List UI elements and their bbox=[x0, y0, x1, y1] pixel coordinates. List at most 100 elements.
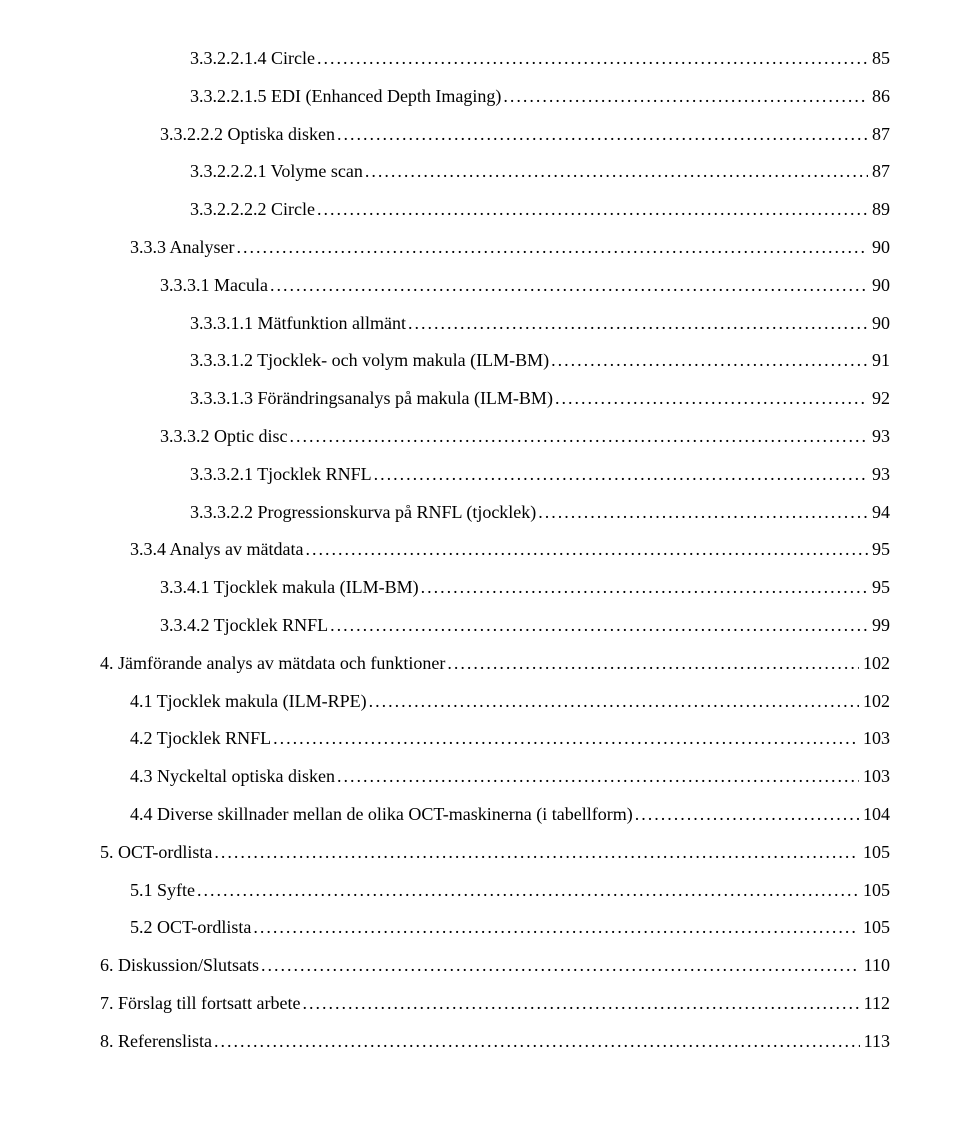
toc-label: 3.3.2.2.1.5 EDI (Enhanced Depth Imaging) bbox=[190, 78, 501, 116]
toc-label: 3.3.3.1.1 Mätfunktion allmänt bbox=[190, 305, 406, 343]
toc-label: 3.3.3.2.2 Progressionskurva på RNFL (tjo… bbox=[190, 494, 536, 532]
toc-label: 4.4 Diverse skillnader mellan de olika O… bbox=[130, 796, 633, 834]
toc-row: 3.3.3.2 Optic disc93 bbox=[100, 418, 890, 456]
toc-label: 3.3.3.1.3 Förändringsanalys på makula (I… bbox=[190, 380, 553, 418]
toc-page-number: 89 bbox=[868, 191, 890, 229]
toc-row: 3.3.2.2.2.2 Circle 89 bbox=[100, 191, 890, 229]
toc-label: 3.3.2.2.2 Optiska disken bbox=[160, 116, 335, 154]
toc-row: 3.3.2.2.2.1 Volyme scan87 bbox=[100, 153, 890, 191]
toc-label: 4.1 Tjocklek makula (ILM-RPE) bbox=[130, 683, 367, 721]
toc-leader bbox=[315, 191, 868, 229]
toc-row: 3.3.3.2.2 Progressionskurva på RNFL (tjo… bbox=[100, 494, 890, 532]
toc-leader bbox=[372, 456, 868, 494]
toc-page-number: 93 bbox=[868, 456, 890, 494]
toc-row: 5.2 OCT-ordlista 105 bbox=[100, 909, 890, 947]
toc-leader bbox=[553, 380, 868, 418]
toc-leader bbox=[268, 267, 868, 305]
toc-label: 3.3.3 Analyser bbox=[130, 229, 234, 267]
toc-row: 3.3.3.1.3 Förändringsanalys på makula (I… bbox=[100, 380, 890, 418]
toc-leader bbox=[419, 569, 868, 607]
toc-row: 3.3.2.2.1.4 Circle85 bbox=[100, 40, 890, 78]
toc-page-number: 99 bbox=[868, 607, 890, 645]
toc-row: 5. OCT-ordlista 105 bbox=[100, 834, 890, 872]
toc-page-number: 87 bbox=[868, 116, 890, 154]
toc-leader bbox=[501, 78, 868, 116]
toc-row: 3.3.3.1.1 Mätfunktion allmänt90 bbox=[100, 305, 890, 343]
toc-row: 4.3 Nyckeltal optiska disken 103 bbox=[100, 758, 890, 796]
toc-label: 3.3.2.2.2.2 Circle bbox=[190, 191, 315, 229]
toc-label: 6. Diskussion/Slutsats bbox=[100, 947, 259, 985]
toc-page-number: 113 bbox=[860, 1023, 890, 1061]
toc-row: 5.1 Syfte 105 bbox=[100, 872, 890, 910]
toc-row: 3.3.2.2.2 Optiska disken 87 bbox=[100, 116, 890, 154]
toc-label: 3.3.3.2 Optic disc bbox=[160, 418, 288, 456]
table-of-contents: 3.3.2.2.1.4 Circle853.3.2.2.1.5 EDI (Enh… bbox=[100, 40, 890, 1061]
toc-leader bbox=[288, 418, 869, 456]
toc-page-number: 87 bbox=[868, 153, 890, 191]
toc-row: 4.1 Tjocklek makula (ILM-RPE) 102 bbox=[100, 683, 890, 721]
toc-row: 4.4 Diverse skillnader mellan de olika O… bbox=[100, 796, 890, 834]
toc-leader bbox=[212, 1023, 860, 1061]
toc-row: 4.2 Tjocklek RNFL 103 bbox=[100, 720, 890, 758]
toc-leader bbox=[315, 40, 868, 78]
toc-row: 3.3.4 Analys av mätdata95 bbox=[100, 531, 890, 569]
toc-row: 3.3.4.1 Tjocklek makula (ILM-BM) 95 bbox=[100, 569, 890, 607]
toc-page-number: 104 bbox=[859, 796, 890, 834]
toc-page-number: 90 bbox=[868, 267, 890, 305]
toc-leader bbox=[406, 305, 868, 343]
toc-leader bbox=[536, 494, 868, 532]
toc-row: 3.3.3 Analyser90 bbox=[100, 229, 890, 267]
toc-page-number: 95 bbox=[868, 531, 890, 569]
toc-label: 5.1 Syfte bbox=[130, 872, 195, 910]
toc-row: 3.3.4.2 Tjocklek RNFL 99 bbox=[100, 607, 890, 645]
toc-page-number: 102 bbox=[859, 645, 890, 683]
toc-leader bbox=[251, 909, 859, 947]
toc-row: 6. Diskussion/Slutsats 110 bbox=[100, 947, 890, 985]
toc-leader bbox=[212, 834, 859, 872]
toc-label: 4.3 Nyckeltal optiska disken bbox=[130, 758, 335, 796]
toc-leader bbox=[445, 645, 859, 683]
toc-page-number: 94 bbox=[868, 494, 890, 532]
toc-leader bbox=[335, 758, 859, 796]
toc-label: 3.3.4.2 Tjocklek RNFL bbox=[160, 607, 328, 645]
toc-label: 3.3.3.1 Macula bbox=[160, 267, 268, 305]
toc-row: 7. Förslag till fortsatt arbete 112 bbox=[100, 985, 890, 1023]
toc-leader bbox=[303, 531, 868, 569]
toc-leader bbox=[335, 116, 868, 154]
toc-page-number: 103 bbox=[859, 758, 890, 796]
toc-row: 3.3.2.2.1.5 EDI (Enhanced Depth Imaging)… bbox=[100, 78, 890, 116]
toc-row: 3.3.3.1.2 Tjocklek- och volym makula (IL… bbox=[100, 342, 890, 380]
toc-leader bbox=[300, 985, 859, 1023]
toc-leader bbox=[549, 342, 868, 380]
toc-page-number: 103 bbox=[859, 720, 890, 758]
toc-label: 3.3.4.1 Tjocklek makula (ILM-BM) bbox=[160, 569, 419, 607]
toc-row: 4. Jämförande analys av mätdata och funk… bbox=[100, 645, 890, 683]
toc-leader bbox=[633, 796, 859, 834]
toc-leader bbox=[259, 947, 860, 985]
toc-page-number: 86 bbox=[868, 78, 890, 116]
toc-label: 5. OCT-ordlista bbox=[100, 834, 212, 872]
toc-page-number: 105 bbox=[859, 872, 890, 910]
toc-row: 3.3.3.1 Macula 90 bbox=[100, 267, 890, 305]
toc-page-number: 91 bbox=[868, 342, 890, 380]
toc-page-number: 92 bbox=[868, 380, 890, 418]
toc-page-number: 105 bbox=[859, 834, 890, 872]
toc-label: 4.2 Tjocklek RNFL bbox=[130, 720, 271, 758]
toc-page-number: 105 bbox=[859, 909, 890, 947]
toc-leader bbox=[328, 607, 868, 645]
toc-page-number: 85 bbox=[868, 40, 890, 78]
toc-page-number: 95 bbox=[868, 569, 890, 607]
toc-label: 3.3.3.1.2 Tjocklek- och volym makula (IL… bbox=[190, 342, 549, 380]
toc-label: 8. Referenslista bbox=[100, 1023, 212, 1061]
toc-page-number: 102 bbox=[859, 683, 890, 721]
toc-row: 3.3.3.2.1 Tjocklek RNFL93 bbox=[100, 456, 890, 494]
toc-leader bbox=[363, 153, 868, 191]
toc-leader bbox=[367, 683, 859, 721]
toc-row: 8. Referenslista 113 bbox=[100, 1023, 890, 1061]
toc-label: 5.2 OCT-ordlista bbox=[130, 909, 251, 947]
toc-page-number: 112 bbox=[860, 985, 890, 1023]
toc-leader bbox=[234, 229, 868, 267]
toc-label: 4. Jämförande analys av mätdata och funk… bbox=[100, 645, 445, 683]
toc-page-number: 110 bbox=[860, 947, 890, 985]
toc-label: 7. Förslag till fortsatt arbete bbox=[100, 985, 300, 1023]
